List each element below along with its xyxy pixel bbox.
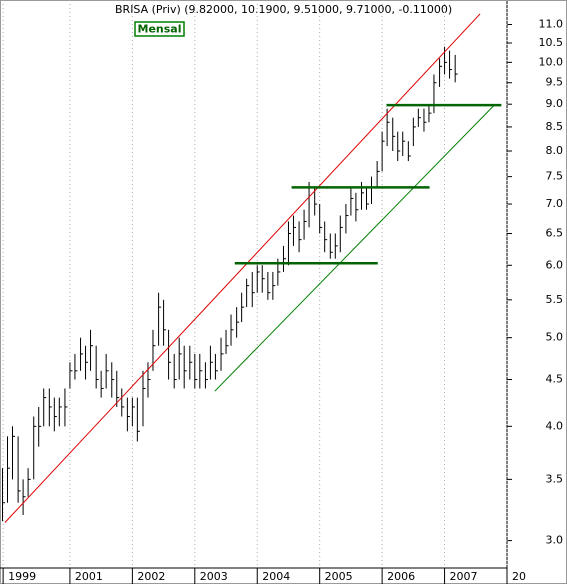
x-tick-label: 20 [512, 570, 526, 583]
x-tick-label: 2003 [200, 570, 228, 583]
y-tick-label: 11.0 [539, 18, 564, 31]
x-tick-label: 2002 [137, 570, 165, 583]
x-tick-label: 2007 [450, 570, 478, 583]
y-tick-label: 5.5 [546, 293, 564, 306]
x-tick-label: 2001 [75, 570, 103, 583]
y-tick-label: 8.5 [546, 120, 564, 133]
y-tick-label: 6.0 [546, 258, 564, 271]
trend-line [214, 103, 496, 392]
y-tick-label: 5.0 [546, 331, 564, 344]
y-tick-label: 3.5 [546, 472, 564, 485]
y-tick-label: 10.5 [539, 36, 564, 49]
x-tick-label: 2006 [387, 570, 415, 583]
badge-box [134, 21, 185, 37]
y-tick-label: 8.0 [546, 144, 564, 157]
y-tick-label: 6.5 [546, 226, 564, 239]
chart-title: BRISA (Priv) (9.82000, 10.1900, 9.51000,… [115, 3, 452, 16]
badge: Mensal [138, 23, 182, 36]
y-tick-label: 3.0 [546, 534, 564, 547]
y-tick-label: 9.5 [546, 76, 564, 89]
y-tick-label: 7.5 [546, 170, 564, 183]
y-tick-label: 7.0 [546, 197, 564, 210]
y-tick-label: 4.5 [546, 373, 564, 386]
trend-line [4, 13, 481, 523]
x-tick-label: 2005 [325, 570, 353, 583]
y-tick-label: 9.0 [546, 97, 564, 110]
x-tick-label: 1999 [8, 570, 36, 583]
y-tick-label: 4.0 [546, 419, 564, 432]
x-tick-label: 2004 [262, 570, 290, 583]
y-tick-label: 10.0 [539, 55, 564, 68]
